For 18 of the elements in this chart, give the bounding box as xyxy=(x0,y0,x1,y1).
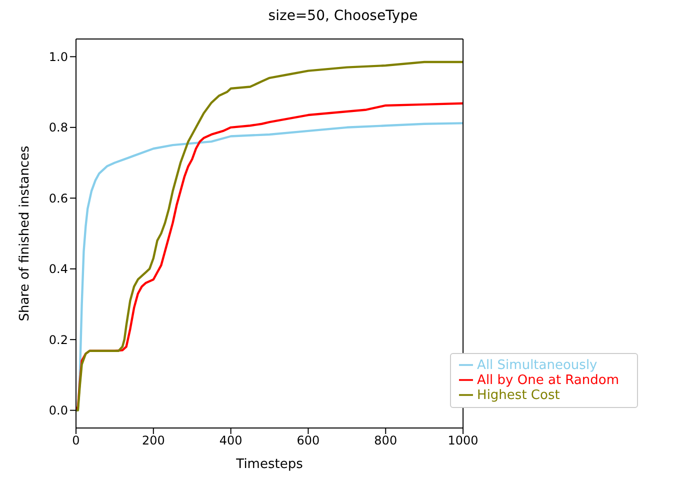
y-tick-label: 0.8 xyxy=(48,120,68,135)
x-tick-label: 400 xyxy=(219,434,242,448)
legend-label: Highest Cost xyxy=(477,388,560,403)
x-tick-label: 0 xyxy=(72,434,80,448)
x-tick-label: 200 xyxy=(142,434,165,448)
y-tick-label: 0.2 xyxy=(48,332,68,347)
legend-label: All Simultaneously xyxy=(477,358,598,373)
x-tick-label: 600 xyxy=(296,434,320,448)
y-tick-label: 0.4 xyxy=(48,262,68,276)
chart-title: size=50, ChooseType xyxy=(267,8,419,26)
y-axis-title: Share of finished instances xyxy=(18,145,33,322)
x-tick-label: 800 xyxy=(374,434,398,448)
x-axis-title: Timesteps xyxy=(235,457,304,472)
y-tick-label: 0.0 xyxy=(48,404,68,418)
y-tick-label: 1.0 xyxy=(48,50,68,64)
x-tick-label: 1000 xyxy=(448,434,478,448)
y-tick-label: 0.6 xyxy=(48,191,68,206)
legend-label: All by One at Random xyxy=(477,373,619,388)
